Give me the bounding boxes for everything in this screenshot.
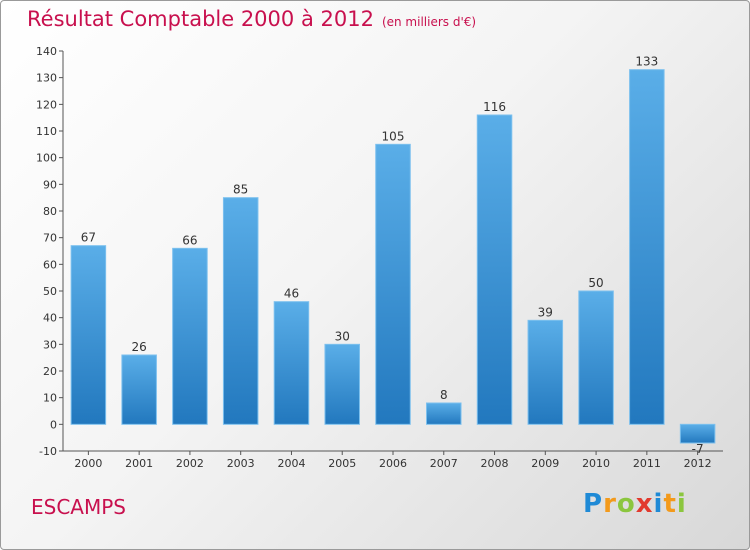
y-tick-label: 10 bbox=[43, 392, 57, 405]
y-tick-label: 120 bbox=[36, 98, 57, 111]
data-label: 30 bbox=[335, 329, 350, 343]
logo-letter: r bbox=[603, 489, 617, 519]
logo-letter: x bbox=[635, 489, 654, 519]
chart-subtitle: (en milliers d'€) bbox=[381, 15, 477, 29]
bar-2011 bbox=[629, 69, 665, 425]
y-tick-label: 100 bbox=[36, 152, 57, 165]
x-tick-label: 2004 bbox=[277, 457, 305, 470]
x-tick-label: 2010 bbox=[582, 457, 610, 470]
y-tick-label: 70 bbox=[43, 232, 57, 245]
data-label: 116 bbox=[483, 100, 506, 114]
x-tick-label: 2002 bbox=[176, 457, 204, 470]
bar-2001 bbox=[121, 354, 157, 425]
logo-letter: i bbox=[653, 489, 664, 519]
x-tick-label: 2000 bbox=[74, 457, 102, 470]
data-label: 133 bbox=[635, 55, 658, 69]
data-label: 39 bbox=[538, 305, 553, 319]
x-tick-label: 2001 bbox=[125, 457, 153, 470]
data-label: 46 bbox=[284, 287, 299, 301]
y-tick-label: 60 bbox=[43, 258, 57, 271]
commune-name: ESCAMPS bbox=[31, 495, 126, 519]
y-tick-label: 90 bbox=[43, 178, 57, 191]
bar-2004 bbox=[273, 301, 310, 425]
bar-2007 bbox=[426, 402, 462, 425]
y-tick-label: 40 bbox=[43, 312, 57, 325]
data-label: 85 bbox=[233, 183, 248, 197]
data-label: 8 bbox=[440, 388, 448, 402]
bar-2008 bbox=[476, 114, 513, 425]
x-tick-label: 2006 bbox=[379, 457, 407, 470]
bar-2000 bbox=[70, 245, 107, 425]
y-tick-label: 80 bbox=[43, 205, 57, 218]
logo-letter: i bbox=[676, 489, 687, 519]
x-tick-label: 2007 bbox=[430, 457, 458, 470]
y-tick-label: -10 bbox=[39, 445, 57, 458]
bar-2005 bbox=[324, 343, 360, 425]
bar-2006 bbox=[375, 143, 411, 425]
data-label: 26 bbox=[132, 340, 147, 354]
logo-letter: t bbox=[663, 489, 677, 519]
y-tick-label: 20 bbox=[43, 365, 57, 378]
x-tick-label: 2008 bbox=[481, 457, 509, 470]
x-tick-label: 2005 bbox=[328, 457, 356, 470]
logo-letter: P bbox=[583, 489, 604, 519]
y-tick-label: 50 bbox=[43, 285, 57, 298]
x-tick-label: 2003 bbox=[227, 457, 255, 470]
bar-2002 bbox=[172, 247, 208, 425]
x-tick-label: 2011 bbox=[633, 457, 661, 470]
y-tick-label: 130 bbox=[36, 72, 57, 85]
bars bbox=[70, 69, 716, 444]
bar-2010 bbox=[578, 290, 614, 425]
bar-2009 bbox=[527, 319, 564, 425]
bar-2003 bbox=[222, 197, 259, 425]
data-label: 66 bbox=[182, 233, 197, 247]
data-label: 105 bbox=[382, 129, 405, 143]
x-tick-label: 2012 bbox=[684, 457, 712, 470]
x-tick-label: 2009 bbox=[531, 457, 559, 470]
chart-title: Résultat Comptable 2000 à 2012 (en millie… bbox=[27, 7, 476, 31]
axes: -10 0 10 20 30 40 50 60 70 80 90 100 110 120 130 140 200… bbox=[36, 45, 723, 470]
title-text: Résultat Comptable 2000 à 2012 bbox=[27, 7, 374, 31]
data-labels: 67 26 66 85 46 30 105 8 116 39 50 133 -7 bbox=[81, 55, 704, 456]
proxiti-logo: Proxiti bbox=[583, 489, 687, 519]
data-label: -7 bbox=[692, 442, 704, 456]
logo-letter: o bbox=[616, 489, 636, 519]
y-tick-label: 30 bbox=[43, 338, 57, 351]
y-tick-label: 0 bbox=[50, 418, 57, 431]
y-tick-label: 140 bbox=[36, 45, 57, 58]
data-label: 67 bbox=[81, 231, 96, 245]
y-tick-label: 110 bbox=[36, 125, 57, 138]
data-label: 50 bbox=[588, 276, 603, 290]
bar-2012 bbox=[679, 423, 716, 444]
